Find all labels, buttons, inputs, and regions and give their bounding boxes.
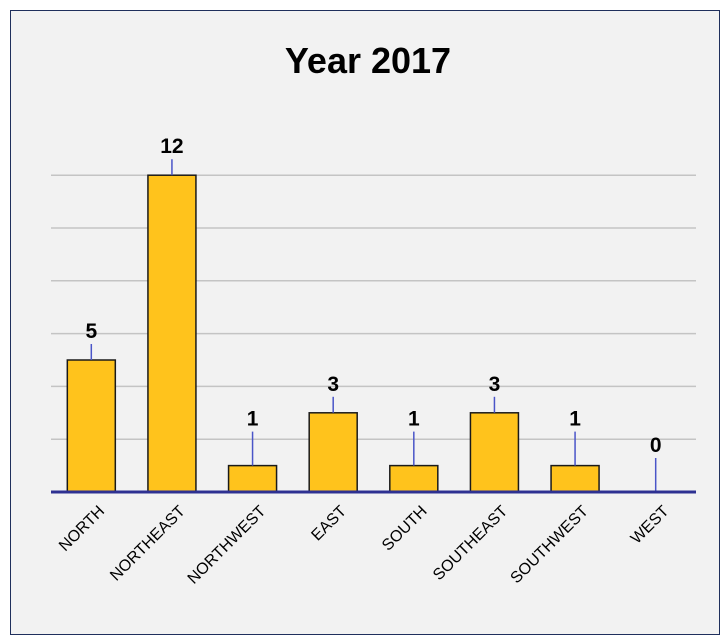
bar-chart: Year 2017 5 12 1 3 1 3 1 0 NORTH NORTHEASTNORTHW… <box>51 40 696 588</box>
data-label-southwest: 1 <box>569 408 581 431</box>
bar-south <box>389 464 439 493</box>
bar-northeast <box>147 174 197 493</box>
bar-northwest <box>227 464 278 493</box>
x-tick-label: NORTHEAST <box>107 503 189 585</box>
data-labels: 5 12 1 3 1 3 1 0 <box>85 135 662 492</box>
x-tick-label: EAST <box>308 503 350 545</box>
data-label-southeast: 3 <box>489 373 501 396</box>
x-tick-label: WEST <box>628 503 673 548</box>
data-label-northwest: 1 <box>247 408 259 431</box>
bar-east <box>308 412 358 493</box>
data-label-south: 1 <box>408 408 420 431</box>
x-tick-label: SOUTHWEST <box>508 503 592 587</box>
x-tick-label: SOUTHEAST <box>430 503 511 584</box>
bar-southwest <box>550 464 600 493</box>
bar-north <box>66 359 117 493</box>
data-label-northeast: 12 <box>160 135 183 158</box>
chart-frame: Year 2017 5 12 1 3 1 3 1 0 NORTH NORTHEAST NORTHW… <box>10 10 720 635</box>
chart-title: Year 2017 <box>285 40 451 81</box>
data-label-east: 3 <box>327 373 339 396</box>
x-tick-label: SOUTH <box>379 503 431 555</box>
data-label-north: 5 <box>85 320 97 343</box>
data-label-west: 0 <box>650 434 662 457</box>
bar-southeast <box>469 412 520 493</box>
x-tick-label: NORTHWEST <box>185 503 270 588</box>
x-tick-label: NORTH <box>56 503 108 555</box>
